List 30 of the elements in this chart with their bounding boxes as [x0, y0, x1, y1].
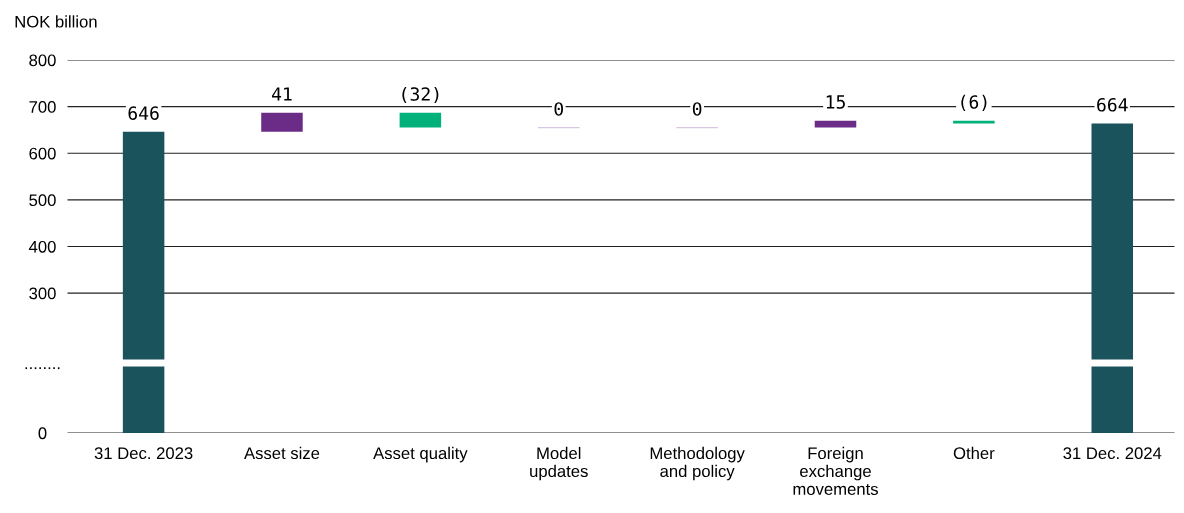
data-label: 646	[128, 106, 159, 120]
x-tick-label: Foreign exchange movements	[793, 446, 878, 496]
data-label: 0	[554, 102, 563, 116]
y-tick-label: 0	[38, 427, 47, 440]
x-tick-label: Asset quality	[373, 446, 468, 463]
data-label: 0	[692, 102, 702, 116]
x-tick-label: 31 Dec. 2023	[94, 447, 193, 460]
data-label: 41	[272, 87, 292, 101]
x-tick-label: Asset size	[244, 446, 320, 460]
y-tick-label: 800	[29, 54, 56, 67]
x-tick-label: 31 Dec. 2024	[1063, 447, 1162, 460]
data-label: (32)	[402, 86, 439, 103]
bar	[399, 112, 442, 128]
x-tick-label: Methodology and policy	[650, 446, 745, 481]
x-tick-label: Model updates	[530, 446, 588, 481]
bar	[1091, 123, 1134, 433]
y-tick-label: 600	[29, 147, 56, 160]
x-tick-label: Other	[953, 446, 995, 460]
y-axis-title: NOK billion	[15, 15, 97, 28]
bar	[261, 112, 303, 132]
bar	[122, 131, 165, 433]
y-tick-label: ........	[25, 367, 60, 370]
bar	[814, 120, 857, 128]
y-tick-label: 700	[29, 101, 56, 113]
data-label: (6)	[961, 94, 987, 111]
y-tick-label: 500	[29, 194, 56, 207]
y-tick-label: 400	[28, 240, 56, 253]
data-label: 15	[826, 95, 845, 109]
data-label: 664	[1097, 97, 1128, 112]
y-tick-label: 300	[29, 287, 56, 300]
